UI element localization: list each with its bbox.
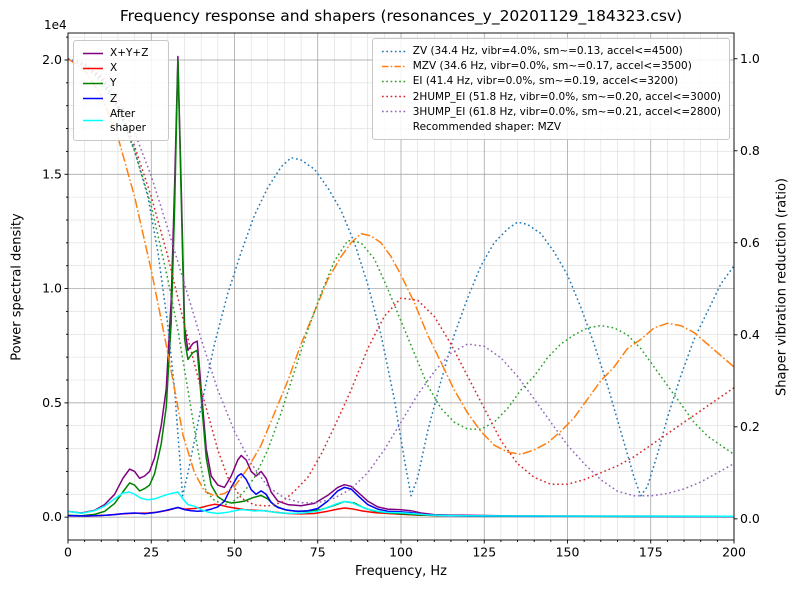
legend-label: X xyxy=(110,62,118,75)
legend-line-swatch xyxy=(83,52,103,54)
legend-item-3hump-ei: 3HUMP_EI (61.8 Hz, vibr=0.0%, sm~=0.21, … xyxy=(381,105,721,119)
legend-item-y: Y xyxy=(82,76,160,90)
y-left-tick-label: 1.5 xyxy=(42,166,62,181)
legend-item-ei: EI (41.4 Hz, vibr=0.0%, sm~=0.19, accel<… xyxy=(381,74,721,88)
legend-line-swatch xyxy=(83,120,103,122)
legend-line-swatch xyxy=(381,110,406,113)
legend-label: 3HUMP_EI (61.8 Hz, vibr=0.0%, sm~=0.21, … xyxy=(412,105,721,118)
x-tick-label: 25 xyxy=(143,545,159,560)
y-left-axis-label: Power spectral density xyxy=(9,213,25,361)
x-tick-label: 50 xyxy=(227,545,243,560)
y-right-tick-label: 0.4 xyxy=(740,327,760,342)
series-zv xyxy=(68,58,734,497)
y-right-tick-label: 1.0 xyxy=(740,51,760,66)
chart-title: Frequency response and shapers (resonanc… xyxy=(119,7,683,25)
series-z xyxy=(68,472,734,518)
legend-item-2hump-ei: 2HUMP_EI (51.8 Hz, vibr=0.0%, sm~=0.20, … xyxy=(381,90,721,104)
legend-line-swatch xyxy=(83,67,103,70)
legend-line-swatch xyxy=(381,80,406,83)
legend-label: 2HUMP_EI (51.8 Hz, vibr=0.0%, sm~=0.20, … xyxy=(412,90,721,103)
x-axis-label: Frequency, Hz xyxy=(354,564,448,579)
y-axis-offset-text: 1e4 xyxy=(44,18,67,32)
legend-item-z: Z xyxy=(82,92,160,106)
legend-label: X+Y+Z xyxy=(110,47,149,59)
y-right-tick-label: 0.8 xyxy=(740,143,760,158)
y-right-tick-label: 0.0 xyxy=(740,511,760,526)
legend-psd: X+Y+Z X Y Z After shaper xyxy=(73,40,169,142)
legend-line-swatch xyxy=(381,50,406,52)
legend-item-mzv: MZV (34.6 Hz, vibr=0.0%, sm~=0.17, accel… xyxy=(381,59,721,73)
series-xyz xyxy=(68,55,734,517)
x-tick-label: 100 xyxy=(389,545,413,560)
x-tick-label: 0 xyxy=(64,545,72,560)
y-left-tick-label: 2.0 xyxy=(42,52,62,67)
x-tick-label: 75 xyxy=(310,545,326,560)
axes-frame xyxy=(64,32,738,544)
tick-labels: 0 25 50 75 100 125 150 175 200 0.0 0.5 1.0 1.5 2.0 0.0… xyxy=(42,51,760,560)
legend-line-swatch xyxy=(83,97,103,100)
legend-line-swatch xyxy=(83,82,103,85)
series-mzv xyxy=(68,58,734,497)
y-left-tick-label: 1.0 xyxy=(42,281,62,296)
y-left-tick-label: 0.0 xyxy=(42,509,62,524)
x-tick-label: 200 xyxy=(722,545,746,560)
legend-label: After shaper xyxy=(110,107,147,134)
legend-label: Recommended shaper: MZV xyxy=(412,120,562,133)
legend-item-x: X xyxy=(82,61,160,75)
y-right-axis-label: Shaper vibration reduction (ratio) xyxy=(774,178,790,396)
legend-recommended-note: Recommended shaper: MZV xyxy=(381,120,721,134)
legend-label: EI (41.4 Hz, vibr=0.0%, sm~=0.19, accel<… xyxy=(412,75,679,88)
legend-item-xyz: X+Y+Z xyxy=(82,46,160,60)
legend-line-swatch xyxy=(381,65,406,68)
y-right-tick-label: 0.6 xyxy=(740,235,760,250)
legend-line-swatch xyxy=(381,95,406,98)
series-ei xyxy=(68,58,734,506)
series-after-shaper xyxy=(68,491,734,517)
legend-item-after-shaper: After shaper xyxy=(82,107,160,135)
series-2hump-ei xyxy=(68,58,734,507)
x-tick-label: 125 xyxy=(472,545,496,560)
legend-label: Y xyxy=(110,77,117,90)
series-3hump-ei xyxy=(68,58,734,504)
legend-label: MZV (34.6 Hz, vibr=0.0%, sm~=0.17, accel… xyxy=(412,60,692,73)
legend-shapers: ZV (34.4 Hz, vibr=4.0%, sm~=0.13, accel<… xyxy=(371,38,730,141)
legend-item-zv: ZV (34.4 Hz, vibr=4.0%, sm~=0.13, accel<… xyxy=(381,44,721,58)
y-left-tick-label: 0.5 xyxy=(42,395,62,410)
legend-label: Z xyxy=(110,92,118,105)
y-right-tick-label: 0.2 xyxy=(740,419,760,434)
series-group xyxy=(68,55,734,518)
legend-label: ZV (34.4 Hz, vibr=4.0%, sm~=0.13, accel<… xyxy=(412,45,683,57)
x-tick-label: 150 xyxy=(556,545,580,560)
x-tick-label: 175 xyxy=(639,545,663,560)
